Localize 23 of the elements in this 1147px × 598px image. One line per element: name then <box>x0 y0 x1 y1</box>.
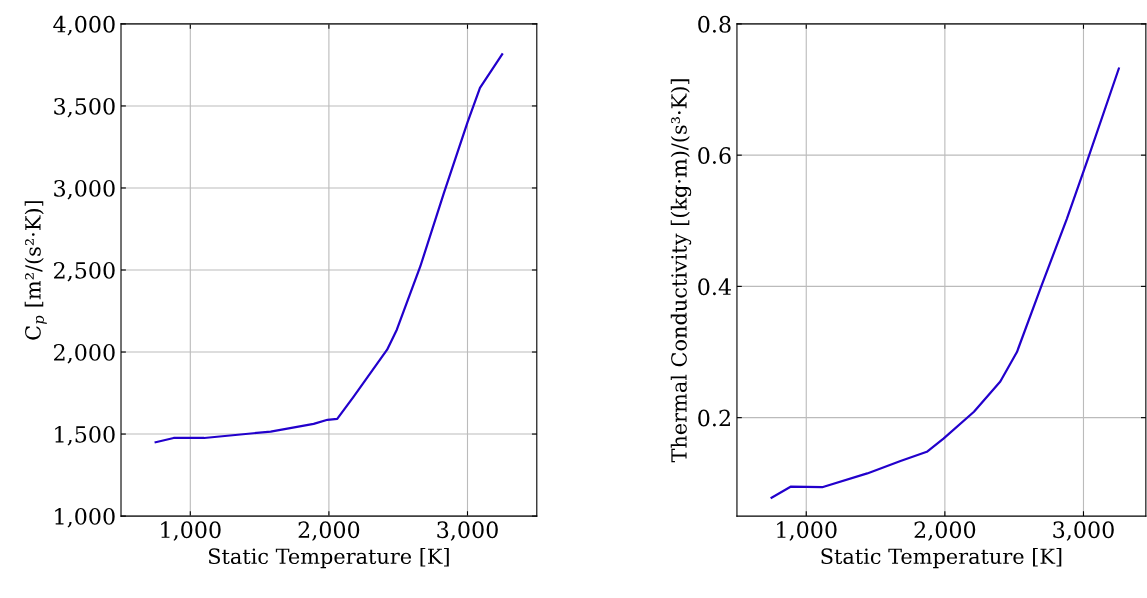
line-series <box>154 53 504 444</box>
x-tick-label: 2,000 <box>298 521 360 541</box>
y-tick-label: 0.4 <box>698 278 731 296</box>
y-tick-label: 1,500 <box>55 426 115 446</box>
line-series <box>770 67 1120 499</box>
x-tick-label: 1,000 <box>777 521 837 541</box>
y-tick-label: 0.6 <box>698 147 731 164</box>
x-tick-label: 2,000 <box>914 521 976 541</box>
x-tick-label: 1,000 <box>161 521 221 541</box>
x-tick-label: 3,000 <box>1053 521 1114 541</box>
x-axis-title: Static Temperature [K] <box>208 548 449 569</box>
y-tick-label: 3,000 <box>54 179 115 200</box>
y-tick-label: 2,500 <box>54 261 115 282</box>
y-tick-label: 0.8 <box>698 15 731 33</box>
y-tick-label: 4,000 <box>53 15 115 36</box>
y-tick-label: 0.2 <box>698 409 730 427</box>
x-axis-title: Static Temperature [K] <box>821 548 1062 569</box>
y-axis-title: C$_{p}$ [m²/(s²·K)] <box>24 201 47 340</box>
y-axis-title: Thermal Conductivity [(kg·m)/(s³·K)] <box>670 79 692 463</box>
y-tick-label: 2,000 <box>54 343 115 364</box>
y-tick-label: 3,500 <box>54 97 115 118</box>
y-tick-label: 1,000 <box>55 508 115 528</box>
x-tick-label: 3,000 <box>437 521 498 541</box>
